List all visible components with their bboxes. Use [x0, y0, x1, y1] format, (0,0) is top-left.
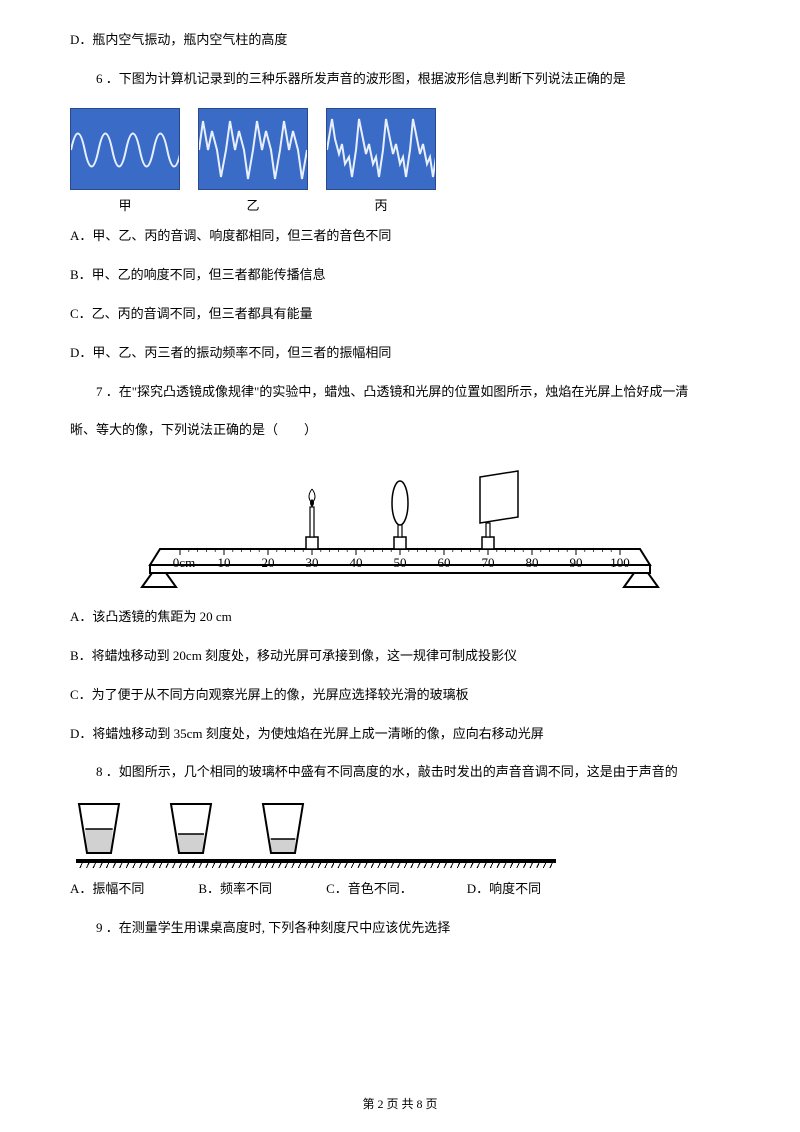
svg-text:100: 100 — [610, 555, 630, 570]
waveform-c: 丙 — [326, 108, 436, 217]
q8-option-b: B．频率不同 — [198, 879, 272, 900]
cup-1-icon — [76, 801, 122, 857]
q8-options-row: A．振幅不同 B．频率不同 C．音色不同． D．响度不同 — [70, 879, 730, 900]
cup-2-icon — [168, 801, 214, 857]
svg-text:50: 50 — [394, 555, 407, 570]
cup-3-icon — [260, 801, 306, 857]
svg-text:0cm: 0cm — [173, 555, 195, 570]
q8-stem: 8 ．如图所示，几个相同的玻璃杯中盛有不同高度的水，敲击时发出的声音音调不同，这… — [70, 762, 730, 783]
waveform-a: 甲 — [70, 108, 180, 217]
svg-text:40: 40 — [350, 555, 363, 570]
screen-icon — [480, 471, 518, 549]
q8-option-c: C．音色不同． — [326, 879, 413, 900]
page-footer: 第 2 页 共 8 页 — [0, 1095, 800, 1114]
q5-option-d: D．瓶内空气振动，瓶内空气柱的高度 — [70, 30, 730, 51]
waveform-label-b: 乙 — [246, 196, 259, 217]
svg-text:10: 10 — [218, 555, 231, 570]
waveform-label-c: 丙 — [374, 196, 387, 217]
waveform-b: 乙 — [198, 108, 308, 217]
waveform-label-a: 甲 — [118, 196, 131, 217]
q7-stem-line2: 晰、等大的像，下列说法正确的是（ ） — [70, 420, 730, 441]
waveform-box-c — [326, 108, 436, 190]
q7-option-c: C．为了便于从不同方向观察光屏上的像，光屏应选择较光滑的玻璃板 — [70, 685, 730, 706]
svg-text:30: 30 — [306, 555, 319, 570]
svg-text:60: 60 — [438, 555, 451, 570]
svg-text:90: 90 — [570, 555, 583, 570]
q6-option-b: B．甲、乙的响度不同，但三者都能传播信息 — [70, 265, 730, 286]
cups-figure — [70, 801, 730, 857]
svg-text:20: 20 — [262, 555, 275, 570]
q7-option-d: D．将蜡烛移动到 35cm 刻度处，为使烛焰在光屏上成一清晰的像，应向右移动光屏 — [70, 724, 730, 745]
optics-bench-figure: 0cm 10 20 30 40 50 60 70 80 90 100 — [70, 459, 730, 589]
q8-option-d: D．响度不同 — [467, 879, 541, 900]
waveform-box-a — [70, 108, 180, 190]
lens-icon — [392, 481, 408, 549]
waveform-box-b — [198, 108, 308, 190]
svg-text:80: 80 — [526, 555, 539, 570]
q9-stem: 9 ．在测量学生用课桌高度时, 下列各种刻度尺中应该优先选择 — [70, 918, 730, 939]
candle-icon — [306, 489, 318, 549]
q6-option-d: D．甲、乙、丙三者的振动频率不同，但三者的振幅相同 — [70, 343, 730, 364]
q7-option-b: B．将蜡烛移动到 20cm 刻度处，移动光屏可承接到像，这一规律可制成投影仪 — [70, 646, 730, 667]
waveform-figures: 甲 乙 丙 — [70, 108, 730, 217]
q8-option-a: A．振幅不同 — [70, 879, 144, 900]
q6-option-a: A．甲、乙、丙的音调、响度都相同，但三者的音色不同 — [70, 226, 730, 247]
ground-line — [76, 859, 556, 863]
q7-option-a: A．该凸透镜的焦距为 20 cm — [70, 607, 730, 628]
q7-stem-line1: 7 ．在"探究凸透镜成像规律"的实验中，蜡烛、凸透镜和光屏的位置如图所示，烛焰在… — [70, 382, 730, 403]
q6-stem: 6 ．下图为计算机记录到的三种乐器所发声音的波形图，根据波形信息判断下列说法正确… — [70, 69, 730, 90]
q6-option-c: C．乙、丙的音调不同，但三者都具有能量 — [70, 304, 730, 325]
svg-text:70: 70 — [482, 555, 495, 570]
